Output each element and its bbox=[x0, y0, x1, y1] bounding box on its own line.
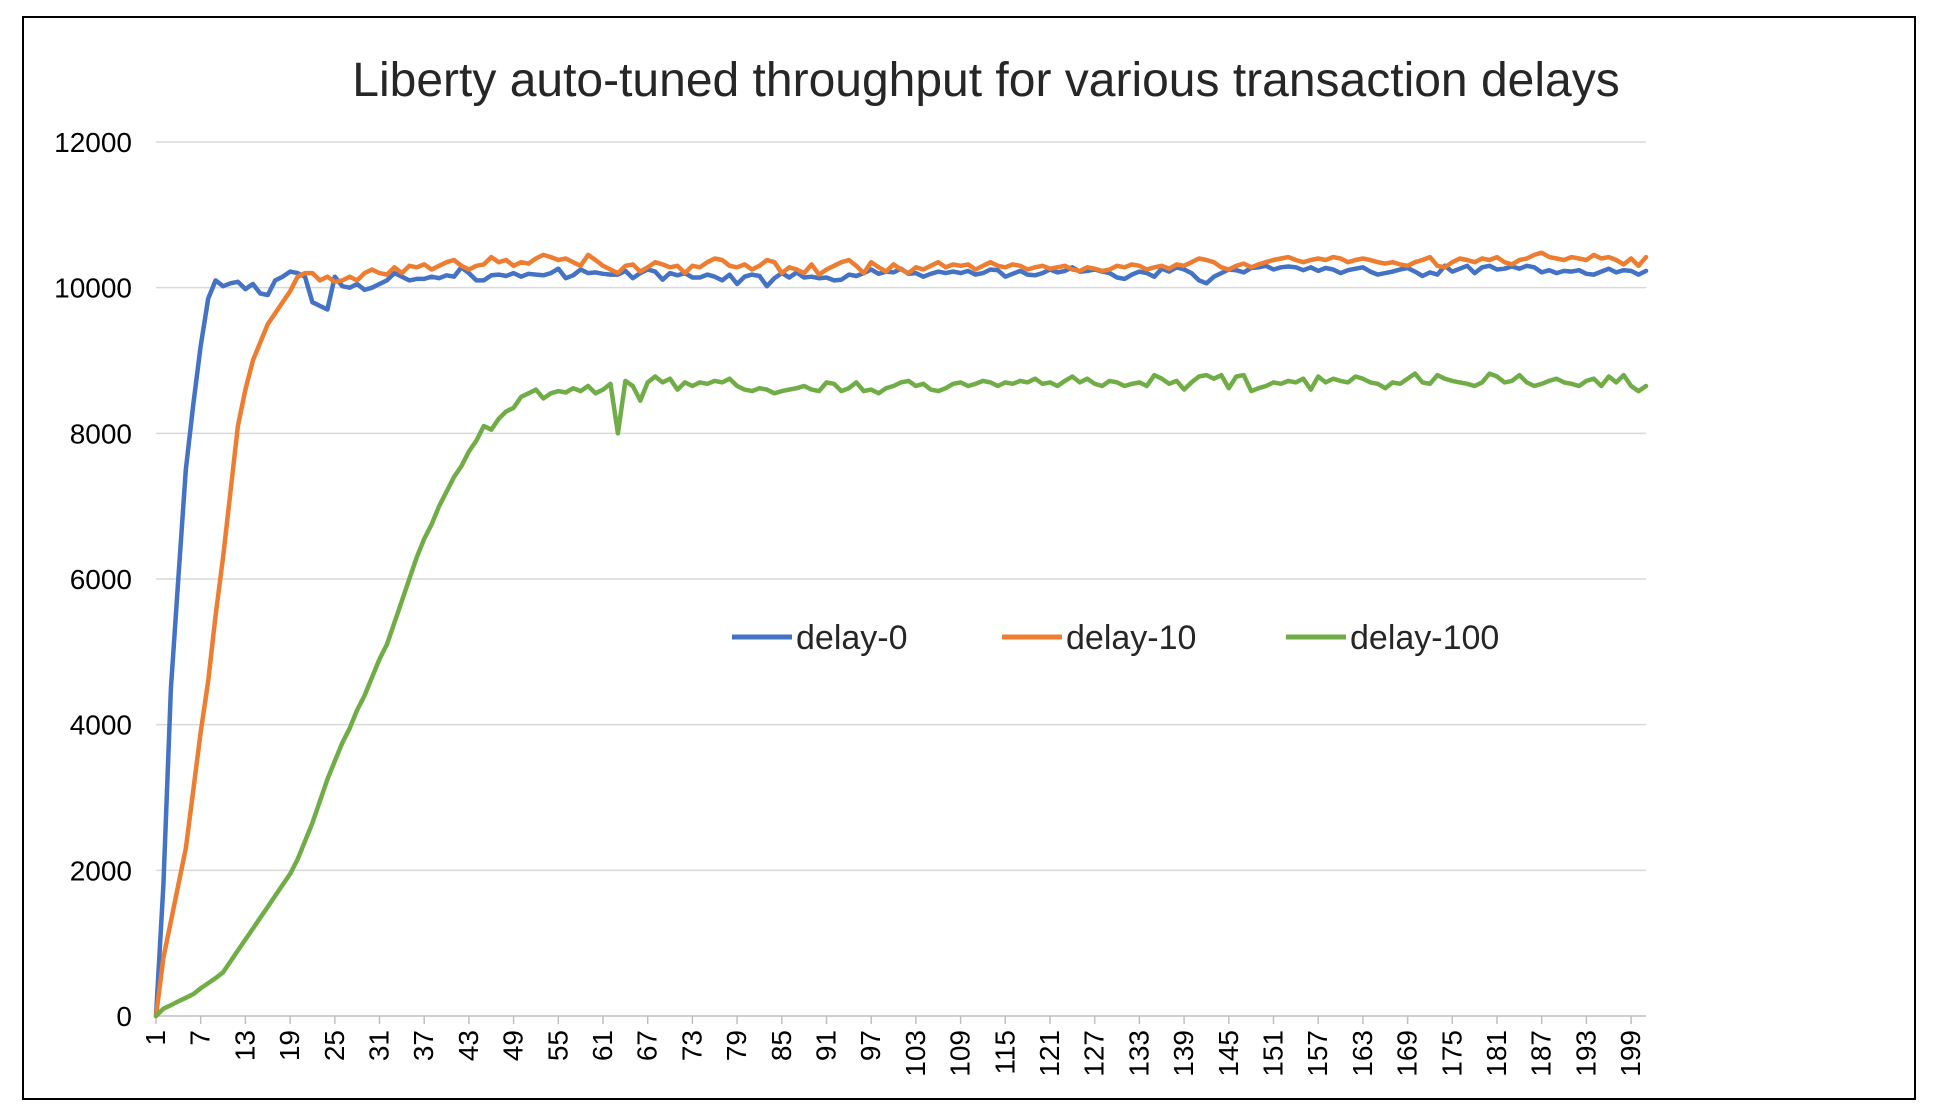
y-tick-label: 2000 bbox=[70, 855, 132, 886]
x-tick-label: 103 bbox=[900, 1030, 931, 1077]
y-tick-label: 12000 bbox=[54, 127, 132, 158]
x-tick-label: 73 bbox=[676, 1030, 707, 1061]
x-tick-label: 109 bbox=[945, 1030, 976, 1077]
x-tick-label: 61 bbox=[587, 1030, 618, 1061]
y-axis-tick-labels: 0 2000 4000 6000 8000 10000 12000 bbox=[54, 127, 132, 1032]
x-tick-label: 169 bbox=[1392, 1030, 1423, 1077]
y-tick-label: 10000 bbox=[54, 273, 132, 304]
x-tick-label: 133 bbox=[1123, 1030, 1154, 1077]
x-tick-label: 43 bbox=[453, 1030, 484, 1061]
x-tick-label: 97 bbox=[855, 1030, 886, 1061]
legend-item-delay-0: delay-0 bbox=[732, 619, 908, 657]
x-tick-label: 85 bbox=[766, 1030, 797, 1061]
x-tick-label: 31 bbox=[364, 1030, 395, 1061]
x-tick-label: 157 bbox=[1302, 1030, 1333, 1077]
legend-label: delay-0 bbox=[796, 619, 908, 657]
x-tick-label: 151 bbox=[1258, 1030, 1289, 1077]
legend: delay-0 delay-10 delay-100 bbox=[732, 619, 1499, 657]
gridlines bbox=[156, 141, 1646, 1017]
x-tick-label: 19 bbox=[274, 1030, 305, 1061]
series-lines bbox=[153, 250, 1649, 1019]
x-tick-label: 115 bbox=[989, 1030, 1020, 1075]
series-line-delay-10 bbox=[153, 250, 1649, 1019]
x-tick-label: 25 bbox=[319, 1030, 350, 1061]
x-tick-label: 37 bbox=[408, 1030, 439, 1061]
x-tick-label: 7 bbox=[185, 1030, 216, 1046]
x-tick-label: 79 bbox=[721, 1030, 752, 1061]
x-tick-label: 193 bbox=[1570, 1030, 1601, 1077]
y-tick-label: 0 bbox=[116, 1001, 132, 1032]
x-tick-label: 55 bbox=[542, 1030, 573, 1061]
y-tick-label: 4000 bbox=[70, 710, 132, 741]
x-axis-tick-labels: 1 7 13 19 25 31 37 43 49 55 61 67 73 79 85 91 97 103 109 11… bbox=[140, 1016, 1646, 1077]
chart-title: Liberty auto-tuned throughput for variou… bbox=[352, 54, 1619, 107]
x-tick-label: 1 bbox=[140, 1030, 171, 1046]
x-tick-label: 127 bbox=[1079, 1030, 1110, 1077]
y-tick-label: 6000 bbox=[70, 564, 132, 595]
line-chart: Liberty auto-tuned throughput for variou… bbox=[54, 54, 1649, 1077]
x-tick-label: 67 bbox=[632, 1030, 663, 1061]
legend-label: delay-100 bbox=[1350, 619, 1499, 657]
x-tick-label: 91 bbox=[811, 1030, 842, 1061]
x-tick-label: 145 bbox=[1213, 1030, 1244, 1077]
x-tick-label: 199 bbox=[1615, 1030, 1646, 1077]
x-tick-label: 139 bbox=[1168, 1030, 1199, 1077]
y-tick-label: 8000 bbox=[70, 418, 132, 449]
legend-item-delay-100: delay-100 bbox=[1286, 619, 1499, 657]
x-tick-label: 13 bbox=[229, 1030, 260, 1061]
x-tick-label: 163 bbox=[1347, 1030, 1378, 1077]
x-tick-label: 187 bbox=[1526, 1030, 1557, 1077]
chart-frame: Liberty auto-tuned throughput for variou… bbox=[22, 16, 1916, 1100]
x-tick-label: 175 bbox=[1436, 1030, 1467, 1077]
x-tick-label: 121 bbox=[1034, 1030, 1065, 1077]
series-line-delay-100 bbox=[153, 371, 1649, 1019]
x-tick-label: 49 bbox=[498, 1030, 529, 1061]
x-tick-label: 181 bbox=[1481, 1030, 1512, 1077]
legend-label: delay-10 bbox=[1066, 619, 1196, 657]
legend-item-delay-10: delay-10 bbox=[1002, 619, 1196, 657]
